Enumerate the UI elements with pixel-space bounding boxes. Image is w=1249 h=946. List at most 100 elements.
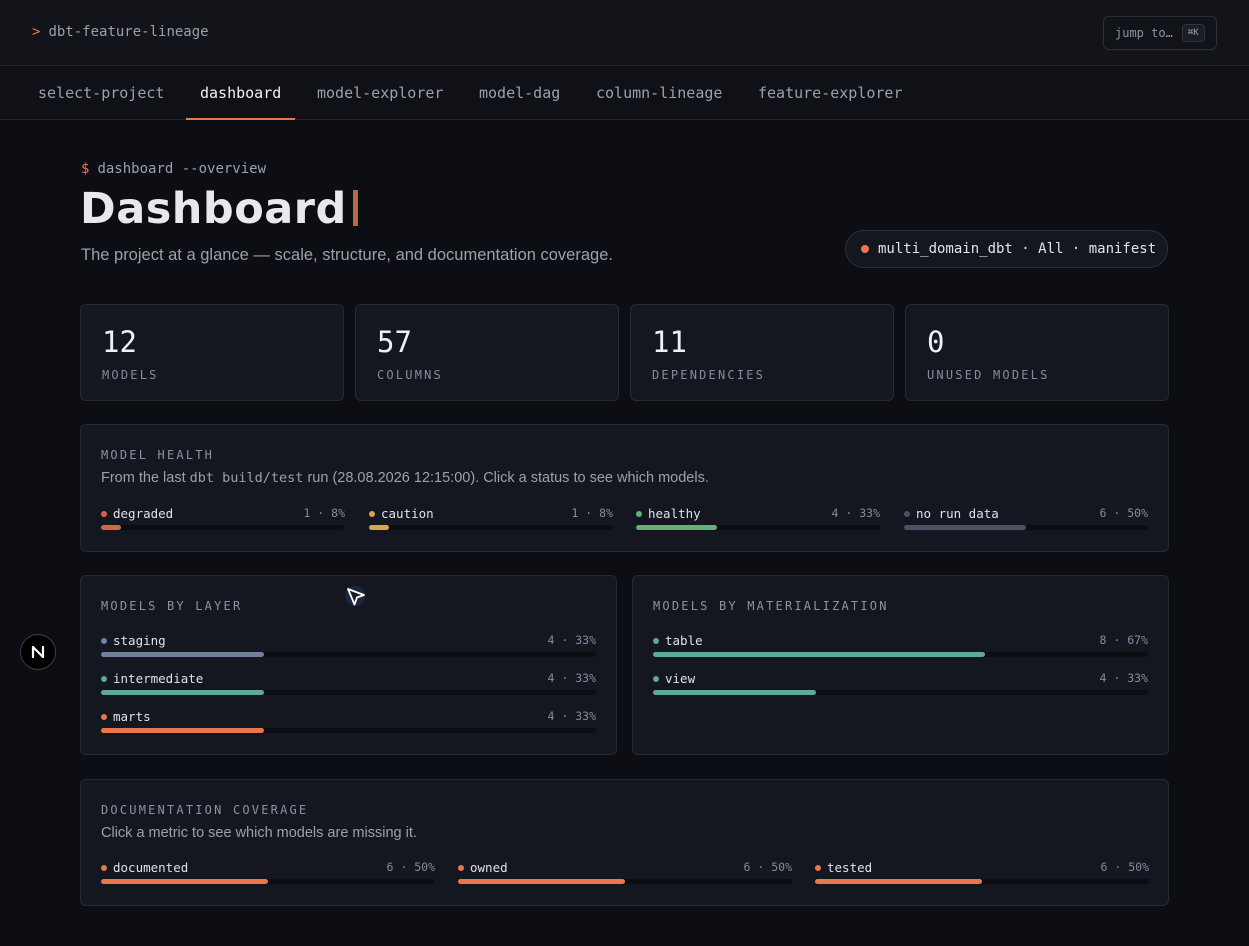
tab-column-lineage[interactable]: column-lineage: [596, 84, 723, 102]
status-dot: [101, 676, 107, 682]
models-by-layer-panel: MODELS BY LAYER staging 4 · 33% intermed…: [80, 575, 617, 755]
progress-track: [101, 652, 596, 657]
next-dev-indicator-button[interactable]: [20, 634, 56, 670]
context-pill[interactable]: multi_domain_dbt · All · manifest: [845, 230, 1168, 268]
metric-name: documented: [113, 860, 189, 875]
status-dot: [653, 676, 659, 682]
tab-select-project[interactable]: select-project: [38, 84, 165, 102]
progress-fill: [101, 652, 265, 657]
stat-value: 12: [102, 325, 137, 359]
command-text: dashboard --overview: [97, 161, 267, 177]
tab-model-dag[interactable]: model-dag: [479, 84, 561, 102]
health-metric-degraded[interactable]: degraded 1 · 8%: [101, 506, 345, 534]
progress-fill: [101, 525, 121, 530]
stat-value: 11: [652, 325, 687, 359]
n-logo-icon: [31, 645, 45, 659]
metric-name: tested: [827, 860, 873, 875]
materialization-metric-view[interactable]: view 4 · 33%: [653, 671, 1148, 699]
health-metric-healthy[interactable]: healthy 4 · 33%: [636, 506, 880, 534]
tab-model-explorer[interactable]: model-explorer: [317, 84, 444, 102]
desc-code: dbt build/test: [189, 470, 304, 486]
progress-track: [636, 525, 880, 530]
mouse-pointer-icon: [345, 586, 369, 614]
app-name: dbt-feature-lineage: [48, 24, 209, 40]
metric-value: 1 · 8%: [571, 506, 613, 520]
progress-track: [653, 690, 1148, 695]
prompt-symbol: >: [32, 24, 41, 40]
stat-value: 57: [377, 325, 412, 359]
jump-to-button[interactable]: jump to… ⌘K: [1103, 16, 1217, 50]
metric-value: 4 · 33%: [831, 506, 880, 520]
health-metric-no-run-data[interactable]: no run data 6 · 50%: [904, 506, 1148, 534]
panel-title: MODELS BY LAYER: [101, 599, 243, 613]
stat-card-dependencies: 11 DEPENDENCIES: [630, 304, 894, 401]
coverage-metric-documented[interactable]: documented 6 · 50%: [101, 860, 435, 888]
panel-description: From the last dbt build/test run (28.08.…: [101, 470, 709, 486]
page-title-wrap: Dashboard: [80, 184, 358, 234]
metric-name: table: [665, 633, 703, 648]
stat-label: MODELS: [102, 368, 159, 382]
tab-dashboard[interactable]: dashboard: [186, 66, 296, 120]
metric-name: marts: [113, 709, 151, 724]
metric-name: owned: [470, 860, 508, 875]
progress-track: [815, 879, 1149, 884]
stat-card-models: 12 MODELS: [80, 304, 344, 401]
metric-value: 1 · 8%: [303, 506, 345, 520]
progress-fill: [636, 525, 717, 530]
progress-fill: [904, 525, 1026, 530]
status-dot: [101, 714, 107, 720]
jump-shortcut-key: ⌘K: [1181, 24, 1205, 42]
panel-description: Click a metric to see which models are m…: [101, 825, 417, 841]
status-dot: [458, 865, 464, 871]
metric-name: intermediate: [113, 671, 204, 686]
progress-fill: [815, 879, 982, 884]
top-bar: > dbt-feature-lineage jump to… ⌘K: [0, 0, 1249, 66]
metric-value: 6 · 50%: [386, 860, 435, 874]
metric-name: healthy: [648, 506, 701, 521]
progress-track: [101, 728, 596, 733]
progress-fill: [101, 879, 268, 884]
metric-value: 4 · 33%: [547, 633, 596, 647]
metric-value: 6 · 50%: [1099, 506, 1148, 520]
panel-title: MODEL HEALTH: [101, 448, 215, 462]
progress-fill: [369, 525, 389, 530]
command-symbol: $: [81, 161, 90, 177]
layer-metric-staging[interactable]: staging 4 · 33%: [101, 633, 596, 661]
materialization-metric-table[interactable]: table 8 · 67%: [653, 633, 1148, 661]
progress-fill: [101, 728, 265, 733]
stat-label: COLUMNS: [377, 368, 443, 382]
status-dot: [101, 511, 107, 517]
metric-name: caution: [381, 506, 434, 521]
metric-name: view: [665, 671, 696, 686]
progress-track: [101, 690, 596, 695]
progress-track: [101, 879, 435, 884]
context-pill-label: multi_domain_dbt · All · manifest: [878, 241, 1157, 257]
status-dot: [653, 638, 659, 644]
progress-fill: [653, 652, 985, 657]
status-dot: [815, 865, 821, 871]
metric-value: 6 · 50%: [743, 860, 792, 874]
progress-track: [653, 652, 1148, 657]
metric-value: 8 · 67%: [1099, 633, 1148, 647]
health-metric-caution[interactable]: caution 1 · 8%: [369, 506, 613, 534]
layer-metric-intermediate[interactable]: intermediate 4 · 33%: [101, 671, 596, 699]
coverage-metric-owned[interactable]: owned 6 · 50%: [458, 860, 792, 888]
jump-to-label: jump to…: [1115, 26, 1173, 40]
stat-card-unused-models: 0 UNUSED MODELS: [905, 304, 1169, 401]
app-brand[interactable]: > dbt-feature-lineage: [32, 24, 209, 40]
stat-card-columns: 57 COLUMNS: [355, 304, 619, 401]
layer-metric-marts[interactable]: marts 4 · 33%: [101, 709, 596, 737]
status-dot: [861, 245, 869, 253]
model-health-panel: MODEL HEALTH From the last dbt build/tes…: [80, 424, 1169, 552]
desc-prefix: From the last: [101, 470, 190, 486]
page-title: Dashboard: [80, 184, 347, 234]
metric-name: degraded: [113, 506, 174, 521]
stat-label: UNUSED MODELS: [927, 368, 1050, 382]
metric-value: 6 · 50%: [1100, 860, 1149, 874]
text-cursor: [352, 190, 358, 226]
tab-feature-explorer[interactable]: feature-explorer: [758, 84, 903, 102]
progress-track: [101, 525, 345, 530]
status-dot: [904, 511, 910, 517]
desc-suffix: run (28.08.2026 12:15:00). Click a statu…: [303, 470, 709, 486]
coverage-metric-tested[interactable]: tested 6 · 50%: [815, 860, 1149, 888]
